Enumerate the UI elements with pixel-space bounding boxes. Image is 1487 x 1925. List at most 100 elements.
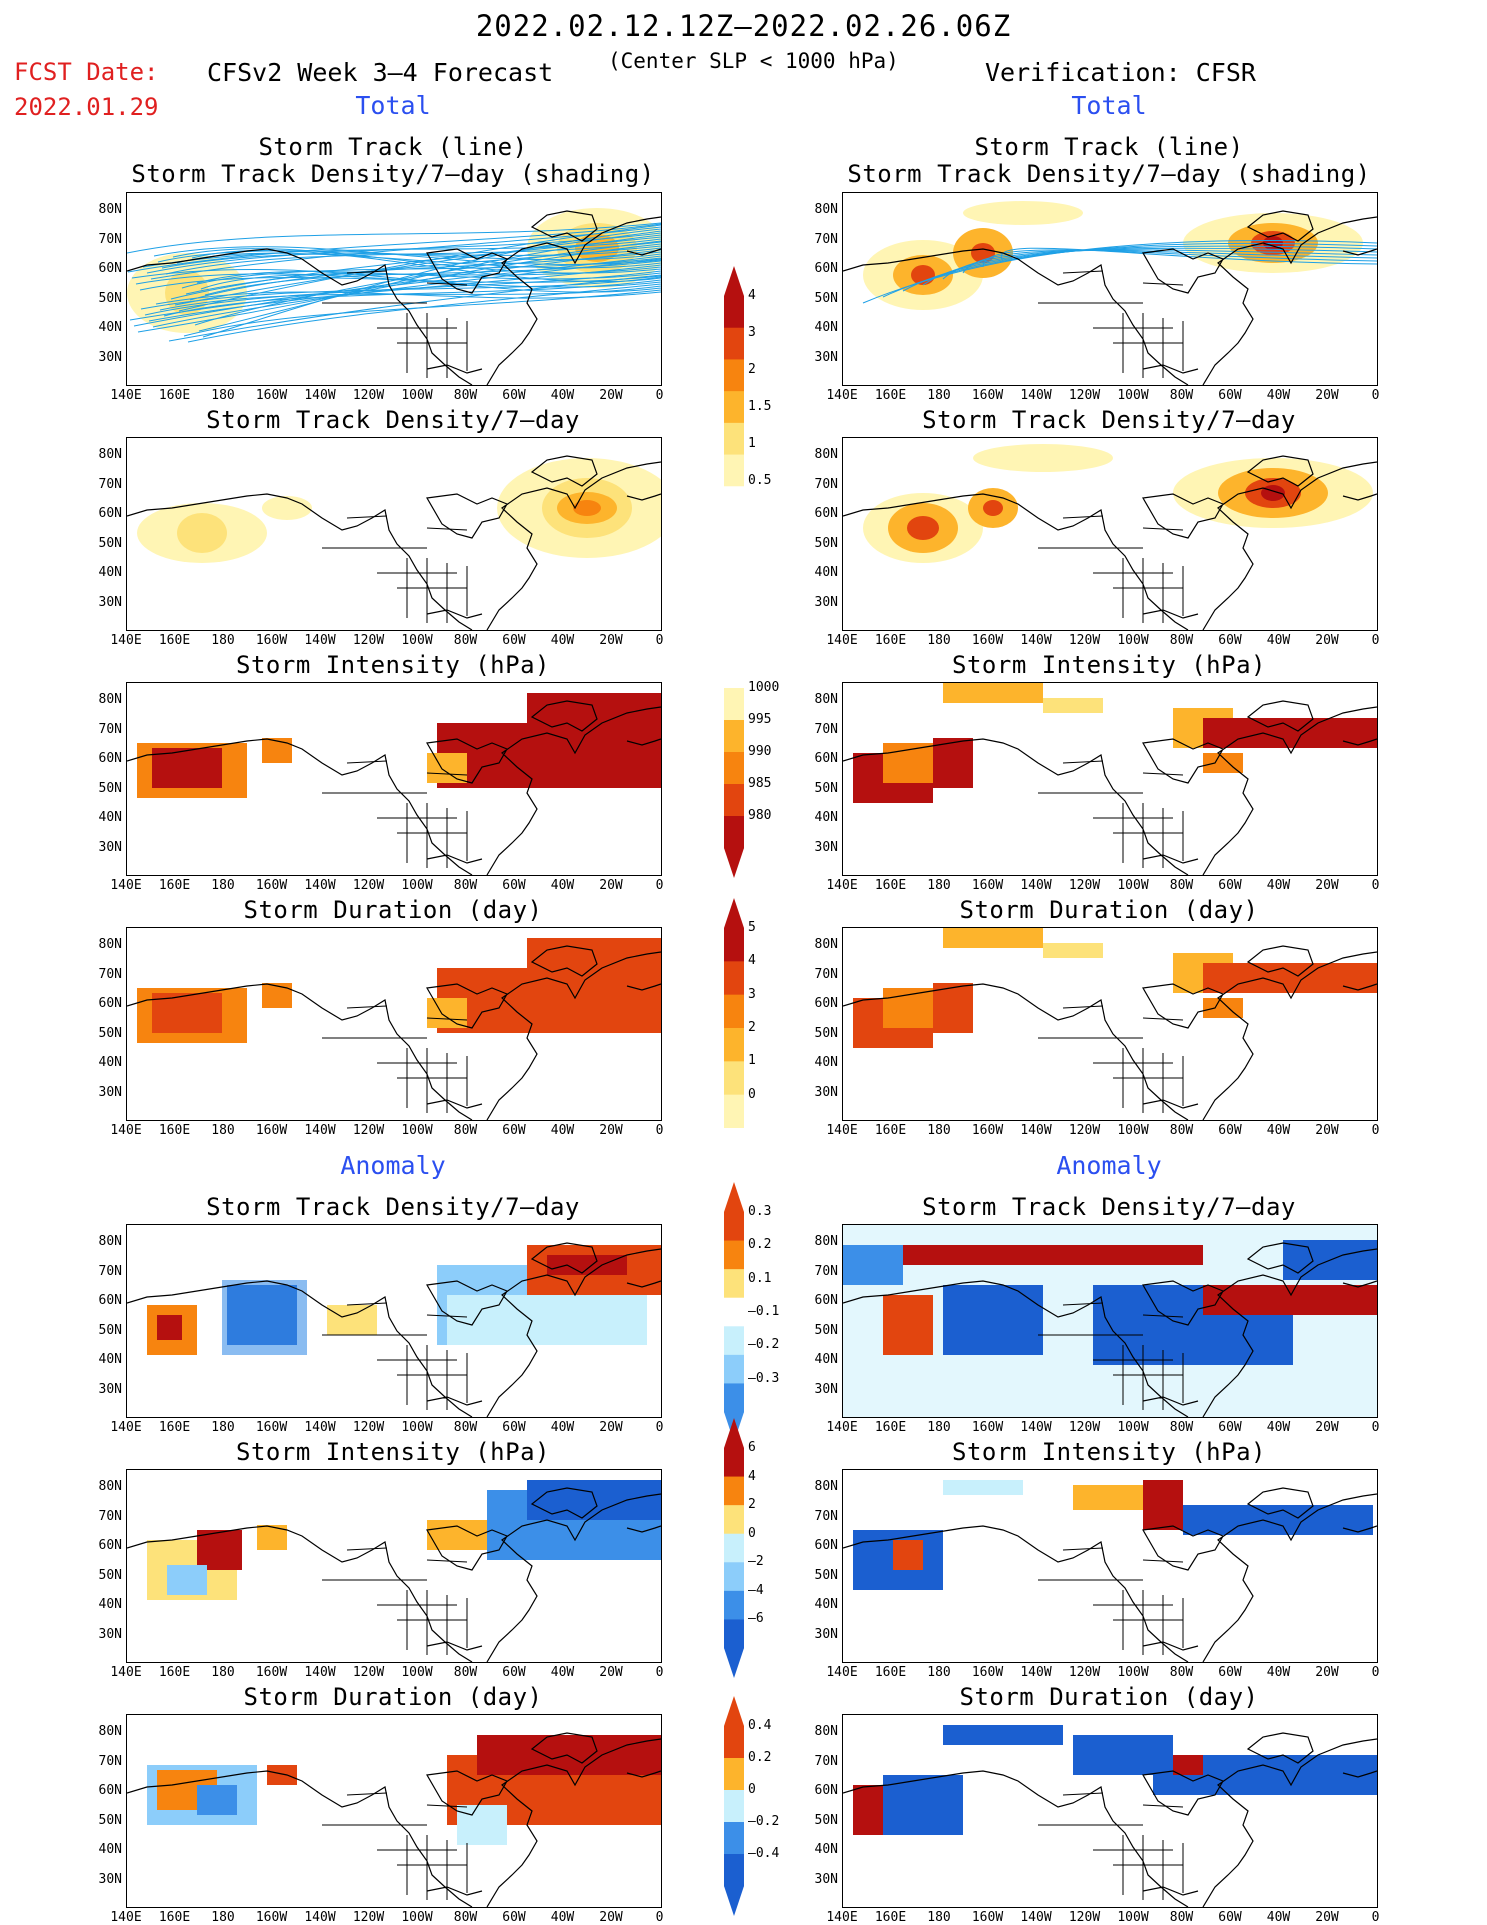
lon-tick-label: 120W (1068, 878, 1101, 893)
map-canvas (843, 201, 1377, 385)
map-canvas (843, 683, 1377, 875)
colorbar-duration-total (724, 898, 744, 1128)
lon-tick-label: 160E (874, 1420, 907, 1435)
lon-tick-label: 140W (304, 878, 336, 893)
lon-tick-label: 140W (1020, 388, 1052, 403)
lon-tick-label: 120W (1068, 1420, 1101, 1435)
lon-tick-label: 160W (255, 878, 288, 893)
lat-tick-label: 50N (98, 1812, 122, 1828)
lon-tick-label: 80W (453, 1910, 478, 1925)
colorbar-density-anom-label: –0.3 (748, 1370, 780, 1386)
lon-tick-label: 140W (1020, 878, 1052, 893)
map-panel-adens-forecast (126, 1224, 662, 1418)
lon-tick-label: 180 (927, 1420, 951, 1435)
lon-tick-label: 40W (1266, 1420, 1291, 1435)
lat-tick-label: 30N (814, 1084, 838, 1100)
map-canvas (127, 208, 661, 385)
lon-tick-label: 20W (1315, 633, 1339, 648)
colorbar-intensity-total-label: 990 (748, 744, 772, 759)
lon-tick-label: 0 (1371, 633, 1380, 648)
lat-tick-label: 80N (814, 692, 838, 707)
lat-tick-label: 40N (814, 810, 838, 825)
lon-tick-label: 100W (1117, 878, 1149, 893)
lat-tick-label: 70N (98, 1508, 122, 1524)
lon-tick-label: 160W (255, 1665, 288, 1680)
fcst-date-value: 2022.01.29 (14, 93, 159, 121)
lon-tick-label: 120W (1068, 633, 1101, 648)
lat-tick-label: 60N (814, 996, 838, 1011)
title-duration-right: Storm Duration (day) (959, 896, 1259, 924)
lon-tick-label: 60W (1218, 1665, 1242, 1680)
lat-tick-label: 70N (98, 476, 122, 492)
lon-tick-label: 140W (304, 1665, 336, 1680)
lon-tick-label: 140W (1020, 1665, 1052, 1680)
title-track-shading-right: Storm Track Density/7–day (shading) (847, 160, 1371, 188)
lon-tick-label: 100W (1117, 388, 1149, 403)
title-density-anom-right: Storm Track Density/7–day (922, 1193, 1296, 1221)
map-panel-int-forecast (126, 682, 662, 876)
lat-tick-label: 70N (814, 966, 838, 982)
lon-tick-label: 120W (1068, 1123, 1101, 1138)
map-panel-int-verification (842, 682, 1378, 876)
lon-tick-label: 160W (255, 633, 288, 648)
lat-tick-label: 70N (98, 966, 122, 982)
lat-tick-label: 40N (814, 1352, 838, 1367)
lat-tick-label: 60N (98, 1538, 122, 1553)
lat-tick-label: 60N (814, 261, 838, 276)
map-canvas (127, 455, 661, 630)
lon-tick-label: 20W (1315, 1910, 1339, 1925)
lon-tick-label: 0 (655, 878, 664, 893)
lon-tick-label: 20W (599, 1910, 623, 1925)
lon-tick-label: 160E (874, 1123, 907, 1138)
title-intensity-left: Storm Intensity (hPa) (236, 651, 550, 679)
lat-tick-label: 60N (98, 996, 122, 1011)
colorbar-duration-anom-label: 0.2 (748, 1750, 772, 1765)
lat-tick-label: 40N (98, 1352, 122, 1367)
lat-tick-label: 50N (814, 1025, 838, 1041)
colorbar-duration-anom-label: –0.4 (748, 1846, 780, 1861)
lon-tick-label: 180 (927, 633, 951, 648)
lon-tick-label: 140E (826, 878, 858, 893)
map-panel-adens-verification (842, 1224, 1378, 1418)
colorbar-intensity-anom-label: –4 (748, 1582, 764, 1598)
lon-tick-label: 100W (401, 878, 433, 893)
lat-tick-label: 70N (98, 1263, 122, 1279)
model-label: CFSv2 Week 3–4 Forecast (207, 58, 554, 87)
lon-tick-label: 80W (453, 878, 478, 893)
lat-tick-label: 80N (98, 202, 122, 217)
lon-tick-label: 100W (401, 1420, 433, 1435)
lon-tick-label: 0 (1371, 1420, 1380, 1435)
colorbar-intensity-total-label: 1000 (748, 680, 780, 695)
lon-tick-label: 120W (1068, 388, 1101, 403)
map-canvas (127, 1732, 661, 1907)
lon-tick-label: 80W (453, 1123, 478, 1138)
title-track-line-right: Storm Track (line) (974, 133, 1244, 161)
colorbar-density-anom-label: 0.3 (748, 1204, 772, 1219)
lon-tick-label: 140W (304, 633, 336, 648)
lon-tick-label: 0 (655, 388, 664, 403)
colorbar-intensity-anom-label: 4 (748, 1468, 756, 1484)
lon-tick-label: 0 (1371, 878, 1380, 893)
colorbar-intensity-total-label: 995 (748, 712, 772, 727)
lat-tick-label: 30N (814, 1626, 838, 1642)
colorbar-duration-total-label: 3 (748, 986, 756, 1002)
colorbar-intensity-anom-label: –2 (748, 1554, 764, 1570)
lat-tick-label: 70N (98, 231, 122, 247)
map-panel-dur-forecast (126, 927, 662, 1121)
lat-tick-label: 40N (814, 320, 838, 335)
lat-tick-label: 30N (98, 1871, 122, 1887)
lat-tick-label: 60N (98, 506, 122, 521)
lon-tick-label: 160W (971, 1910, 1004, 1925)
lon-tick-label: 140W (304, 1420, 336, 1435)
lon-tick-label: 180 (211, 1420, 235, 1435)
date-range-title: 2022.02.12.12Z–2022.02.26.06Z (475, 9, 1012, 43)
lat-tick-label: 50N (98, 1322, 122, 1338)
lat-tick-label: 50N (814, 290, 838, 306)
map-panel-adur-forecast (126, 1714, 662, 1908)
lat-tick-label: 70N (814, 1753, 838, 1769)
lon-tick-label: 160E (158, 1420, 191, 1435)
map-panel-dens-verification (842, 437, 1378, 631)
lon-tick-label: 160W (255, 1420, 288, 1435)
lon-tick-label: 140E (110, 878, 142, 893)
lon-tick-label: 120W (1068, 1665, 1101, 1680)
